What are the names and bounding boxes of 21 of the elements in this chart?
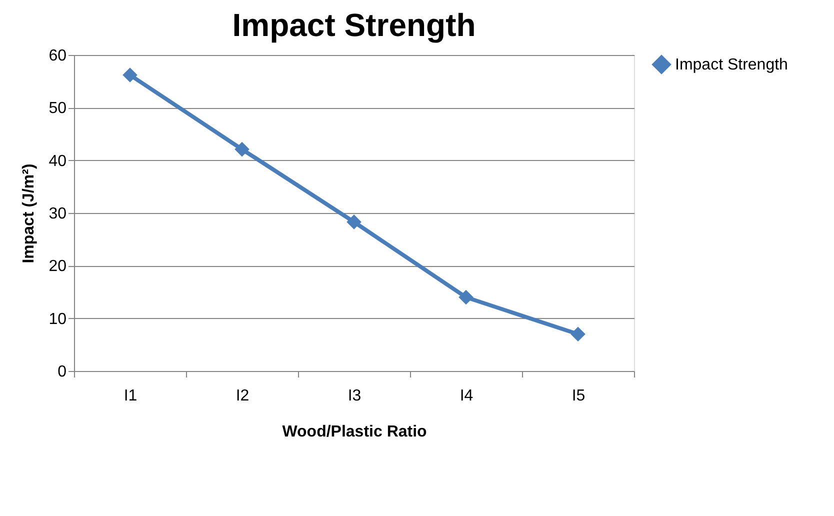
y-tick-label: 60 (48, 48, 67, 64)
y-tick-label: 10 (48, 310, 67, 328)
x-tick-label: I4 (460, 388, 474, 404)
x-tick-label: I1 (124, 388, 138, 404)
y-tick-label: 20 (48, 258, 67, 276)
point (234, 142, 250, 157)
x-tick-label: I2 (236, 388, 250, 404)
point (458, 290, 474, 305)
y-tick-label: 30 (48, 206, 67, 222)
y-tick-label: 40 (48, 152, 67, 170)
chart-title: Impact Strength (232, 7, 476, 43)
legend-label: Impact Strength (675, 56, 788, 74)
y-axis-title: Impact (J/m²) (20, 164, 38, 264)
point (122, 68, 138, 82)
point (570, 326, 586, 342)
x-tick-label: I5 (572, 388, 586, 404)
point (346, 214, 362, 230)
x-tick-label: I3 (348, 388, 362, 404)
y-tick-label: 50 (48, 100, 67, 118)
y-tick-label: 0 (58, 364, 67, 380)
x-axis-title: Wood/Plastic Ratio (282, 424, 428, 440)
